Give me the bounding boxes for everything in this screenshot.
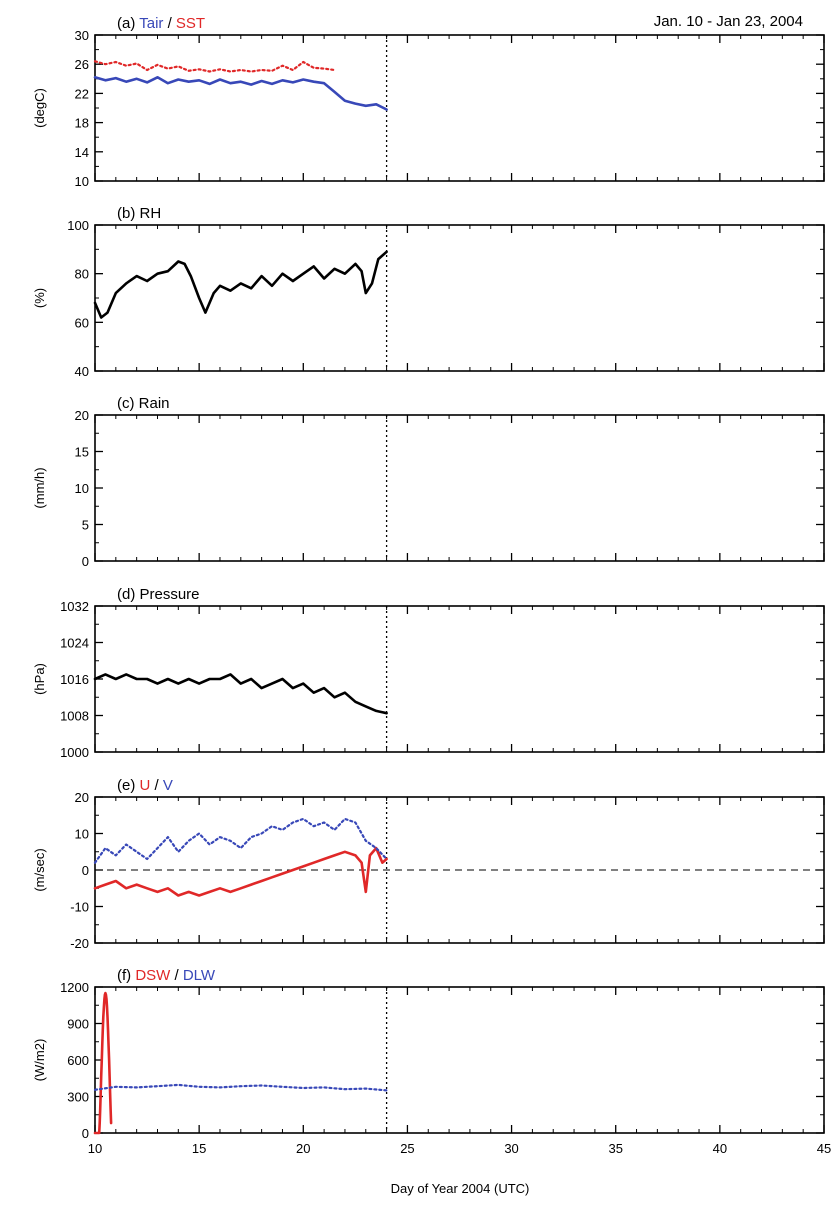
panel-title: (a) Tair / SST	[117, 15, 205, 32]
y-tick-label: 80	[75, 267, 89, 282]
y-tick-label: 60	[75, 315, 89, 330]
title-part: Rain	[139, 395, 170, 412]
panel-frame	[94, 605, 825, 753]
panel-frame	[94, 414, 825, 562]
y-tick-label: 100	[67, 218, 89, 233]
series-line-tair	[93, 76, 388, 111]
y-tick-label: 18	[75, 116, 89, 131]
y-tick-label: 15	[75, 445, 89, 460]
title-part: /	[163, 15, 176, 32]
y-tick-label: 10	[75, 174, 89, 189]
y-tick-label: 1016	[60, 672, 89, 687]
y-tick-label: 10	[75, 827, 89, 842]
series-line-sst	[93, 60, 336, 73]
y-tick-label: -10	[70, 900, 89, 915]
panel-letter: (d)	[117, 586, 140, 603]
panels: 10 14 18 22 26 30 (degC) (a) Tair / SST 40 60 80 10…	[32, 15, 831, 1156]
y-tick-label: 22	[75, 86, 89, 101]
x-tick-label: 15	[192, 1141, 206, 1156]
panel-title: (d) Pressure	[117, 586, 200, 603]
y-tick-label: 40	[75, 364, 89, 379]
series-line-pressure	[93, 673, 388, 715]
y-tick-label: 20	[75, 790, 89, 805]
title-part: U	[140, 777, 151, 794]
series-line-dsw	[93, 991, 113, 1135]
panel-5: 0 300 600 900 1200 (W/m2) (f) DSW / DLW 10 15 20 2…	[32, 967, 831, 1156]
panel-frame	[94, 34, 825, 182]
y-tick-label: 0	[82, 863, 89, 878]
panel-frame	[94, 224, 825, 372]
title-part: /	[150, 777, 163, 794]
y-tick-label: 1024	[60, 636, 89, 651]
panel-letter: (a)	[117, 15, 139, 32]
title-part: Tair	[139, 15, 163, 32]
y-tick-label: -20	[70, 936, 89, 951]
y-tick-label: 20	[75, 408, 89, 423]
panel-4: -20 -10 0 10 20 (m/sec) (e) U / V	[32, 777, 825, 951]
title-part: RH	[140, 205, 162, 222]
x-tick-label: 35	[608, 1141, 622, 1156]
x-tick-label: 20	[296, 1141, 310, 1156]
panel-1: 40 60 80 100 (%) (b) RH	[32, 205, 825, 379]
y-tick-label: 10	[75, 481, 89, 496]
y-axis-label: (W/m2)	[32, 1039, 47, 1082]
y-axis-label: (degC)	[32, 88, 47, 128]
panel-frame	[94, 986, 825, 1134]
x-tick-label: 25	[400, 1141, 414, 1156]
x-tick-label: 40	[713, 1141, 727, 1156]
panel-letter: (c)	[117, 395, 139, 412]
y-tick-label: 14	[75, 145, 89, 160]
y-tick-label: 5	[82, 518, 89, 533]
y-axis-label: (%)	[32, 288, 47, 308]
panel-title: (e) U / V	[117, 777, 173, 794]
date-range-label: Jan. 10 - Jan 23, 2004	[654, 13, 803, 30]
panel-letter: (e)	[117, 777, 140, 794]
y-tick-label: 600	[67, 1053, 89, 1068]
series-line-v	[93, 817, 388, 864]
panel-letter: (b)	[117, 205, 140, 222]
panel-title: (f) DSW / DLW	[117, 967, 216, 984]
panel-0: 10 14 18 22 26 30 (degC) (a) Tair / SST	[32, 15, 825, 189]
y-axis-label: (mm/h)	[32, 467, 47, 508]
panel-2: 0 5 10 15 20 (mm/h) (c) Rain	[32, 395, 825, 569]
y-tick-label: 1032	[60, 599, 89, 614]
y-tick-label: 300	[67, 1090, 89, 1105]
title-part: Pressure	[140, 586, 200, 603]
y-tick-label: 1000	[60, 745, 89, 760]
title-part: V	[163, 777, 173, 794]
title-part: DLW	[183, 967, 216, 984]
y-tick-label: 0	[82, 1126, 89, 1141]
series-line-dlw	[93, 1083, 388, 1092]
panel-title: (b) RH	[117, 205, 161, 222]
title-part: DSW	[135, 967, 171, 984]
title-part: SST	[176, 15, 205, 32]
y-tick-label: 1008	[60, 709, 89, 724]
panel-title: (c) Rain	[117, 395, 170, 412]
y-axis-label: (hPa)	[32, 663, 47, 695]
panel-letter: (f)	[117, 967, 135, 984]
x-tick-label: 10	[88, 1141, 102, 1156]
x-tick-label: 45	[817, 1141, 831, 1156]
x-axis-label: Day of Year 2004 (UTC)	[391, 1181, 530, 1196]
y-tick-label: 900	[67, 1017, 89, 1032]
y-tick-label: 26	[75, 57, 89, 72]
y-tick-label: 30	[75, 28, 89, 43]
series-line-rh	[93, 250, 388, 319]
y-tick-label: 1200	[60, 980, 89, 995]
x-tick-label: 30	[504, 1141, 518, 1156]
y-tick-label: 0	[82, 554, 89, 569]
y-axis-label: (m/sec)	[32, 848, 47, 891]
series-line-u	[93, 846, 388, 897]
panel-3: 1000 1008 1016 1024 1032 (hPa) (d) Pressure	[32, 586, 825, 760]
title-part: /	[170, 967, 183, 984]
